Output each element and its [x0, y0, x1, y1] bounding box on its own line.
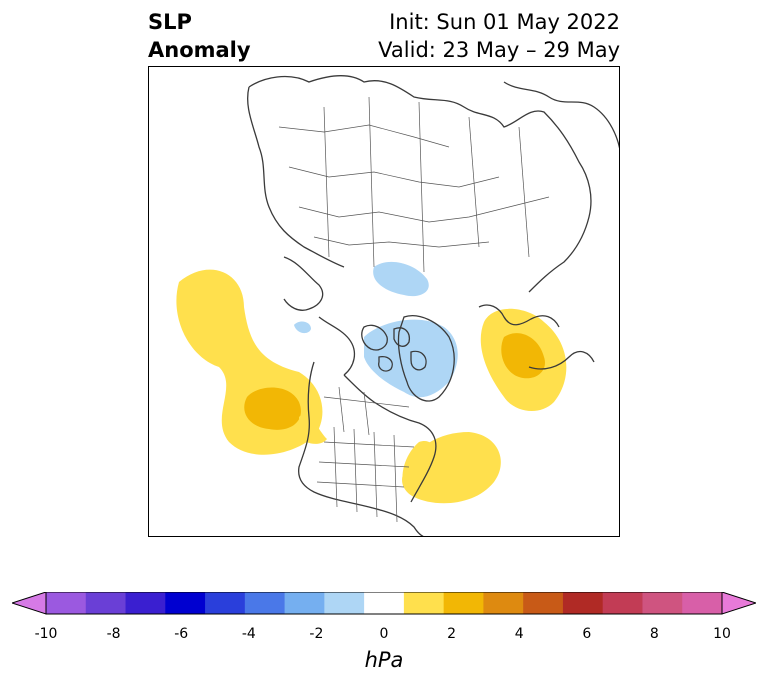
coastlines — [247, 74, 619, 536]
map-title: SLP Anomaly — [148, 8, 251, 64]
colorbar-segment — [324, 592, 365, 614]
anomaly-fills — [176, 261, 567, 504]
colorbar-tick-label: 8 — [649, 626, 659, 642]
map-svg — [176, 74, 619, 536]
political-borders — [278, 96, 550, 523]
map-panel — [148, 66, 620, 537]
colorbar — [12, 592, 756, 615]
valid-range: Valid: 23 May – 29 May — [378, 38, 620, 62]
positive-anomaly-east-coast — [402, 441, 435, 491]
positive-anomaly-west-coast — [299, 414, 327, 444]
colorbar-segment — [205, 592, 246, 614]
colorbar-segment — [523, 592, 564, 614]
colorbar-segment — [602, 592, 643, 614]
colorbar-segment — [403, 592, 445, 614]
colorbar-tick-label: 6 — [582, 626, 592, 642]
colorbar-segment — [443, 592, 484, 614]
colorbar-segment — [125, 592, 166, 614]
title-line-2: Anomaly — [148, 38, 251, 62]
colorbar-segment — [165, 592, 206, 614]
colorbar-tick-label: 10 — [713, 626, 731, 642]
colorbar-tick-label: 0 — [379, 626, 389, 642]
colorbar-segment — [364, 592, 405, 614]
negative-anomaly-siberia — [373, 261, 429, 297]
title-line-1: SLP — [148, 10, 192, 34]
colorbar-segment — [682, 592, 723, 614]
colorbar-tick-label: 4 — [514, 626, 524, 642]
colorbar-segment — [46, 592, 87, 614]
negative-anomaly-alaska — [294, 321, 311, 334]
colorbar-frame — [45, 592, 723, 615]
colorbar-segment — [642, 592, 683, 614]
positive-anomaly-scandinavia-core — [501, 333, 545, 379]
colorbar-tick-label: -4 — [241, 626, 256, 642]
positive-anomaly-gulf-alaska-core — [244, 387, 301, 430]
colorbar-extend-min — [12, 592, 47, 615]
forecast-info: Init: Sun 01 May 2022 Valid: 23 May – 29… — [378, 8, 620, 64]
colorbar-segment — [244, 592, 286, 614]
colorbar-segment — [483, 592, 524, 614]
colorbar-extend-max — [721, 592, 756, 615]
colorbar-segments — [46, 592, 723, 614]
colorbar-unit-label: hPa — [364, 648, 404, 672]
colorbar-tick-label: 2 — [447, 626, 457, 642]
colorbar-tick-label: -8 — [106, 626, 121, 642]
init-date: Init: Sun 01 May 2022 — [389, 10, 620, 34]
colorbar-tick-label: -10 — [34, 626, 58, 642]
colorbar-segment — [562, 592, 604, 614]
colorbar-tick-label: -2 — [309, 626, 324, 642]
colorbar-segment — [284, 592, 325, 614]
colorbar-tick-label: -6 — [174, 626, 189, 642]
colorbar-segment — [85, 592, 127, 614]
